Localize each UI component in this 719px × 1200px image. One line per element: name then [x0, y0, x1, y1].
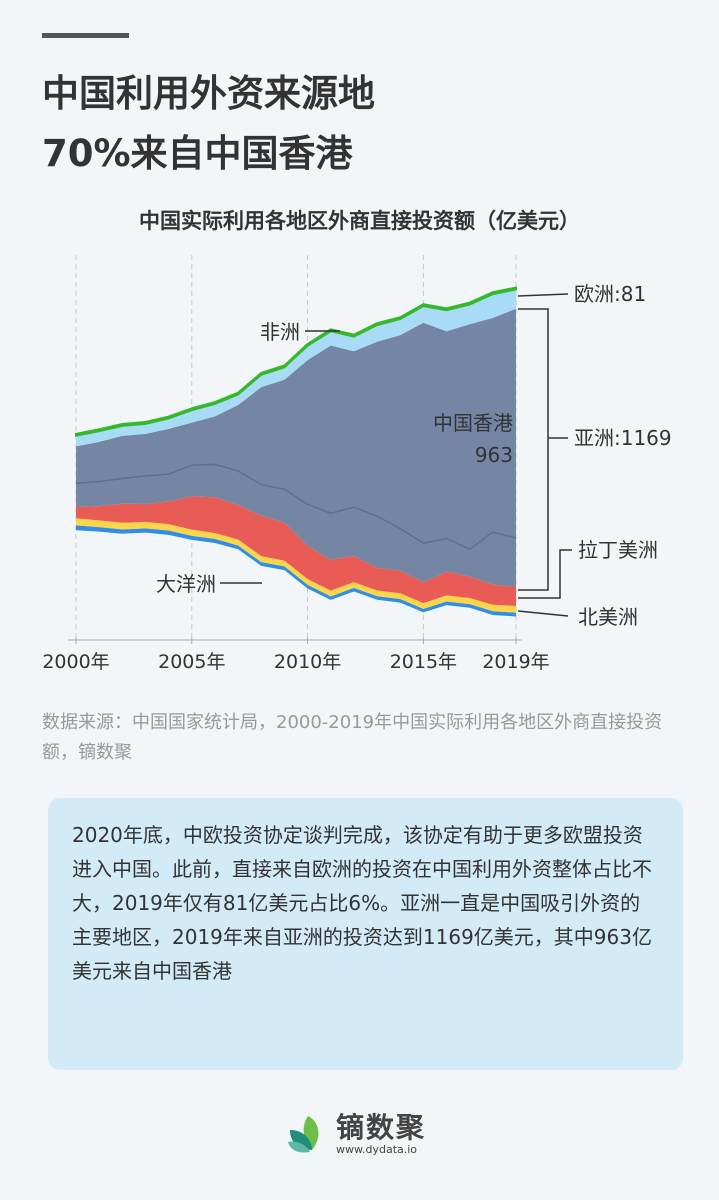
label-asia: 亚洲:1169 [574, 426, 672, 450]
europe-leader [517, 293, 569, 297]
page-title: 中国利用外资来源地 70%来自中国香港 [42, 64, 375, 184]
x-tick-label: 2015年 [390, 651, 457, 673]
x-tick-label: 2019年 [482, 651, 549, 673]
leaf-logo-icon [288, 1116, 319, 1153]
note-text: 2020年底，中欧投资协定谈判完成，该协定有助于更多欧盟投资进入中国。此前，直接… [72, 823, 652, 983]
data-source: 数据来源：中国国家统计局，2000-2019年中国实际利用各地区外商直接投资额，… [42, 712, 663, 763]
title-line-1: 中国利用外资来源地 [42, 72, 375, 115]
label-namerica: 北美洲 [578, 605, 638, 629]
label-oceania: 大洋洲 [156, 572, 216, 596]
logo-url: www.dydata.io [336, 1142, 418, 1156]
layer-拉丁美洲 [76, 496, 516, 606]
x-tick-label: 2010年 [274, 651, 341, 673]
asia-bracket [518, 308, 549, 591]
logo-name: 镝数聚 [336, 1110, 427, 1144]
label-hk: 中国香港 [433, 411, 513, 435]
label-hk-value: 963 [475, 443, 513, 467]
layer-欧洲 [76, 289, 516, 447]
streamgraph-chart: 非洲 大洋洲 中国香港 963 欧洲:81 亚洲:1169 拉丁美洲 北美洲 2… [42, 255, 672, 673]
title-line-2: 70%来自中国香港 [42, 132, 353, 175]
layer-非洲 [75, 286, 517, 437]
layer-大洋洲 [76, 518, 516, 613]
note-box: 2020年底，中欧投资协定谈判完成，该协定有助于更多欧盟投资进入中国。此前，直接… [48, 798, 683, 1070]
decorative-bar [42, 33, 129, 38]
layer-北美洲 [76, 525, 516, 617]
latam-leader [518, 549, 572, 599]
chart-title: 中国实际利用各地区外商直接投资额（亿美元） [139, 209, 580, 233]
namerica-leader [517, 610, 569, 617]
hk-boundary-line [75, 463, 517, 551]
label-africa: 非洲 [260, 320, 300, 344]
logo: 镝数聚 www.dydata.io [286, 1112, 426, 1156]
label-europe: 欧洲:81 [574, 282, 646, 306]
x-tick-label: 2005年 [158, 651, 225, 673]
label-latam: 拉丁美洲 [578, 538, 658, 562]
x-tick-label: 2000年 [42, 651, 109, 673]
layer-亚洲 [76, 308, 516, 587]
